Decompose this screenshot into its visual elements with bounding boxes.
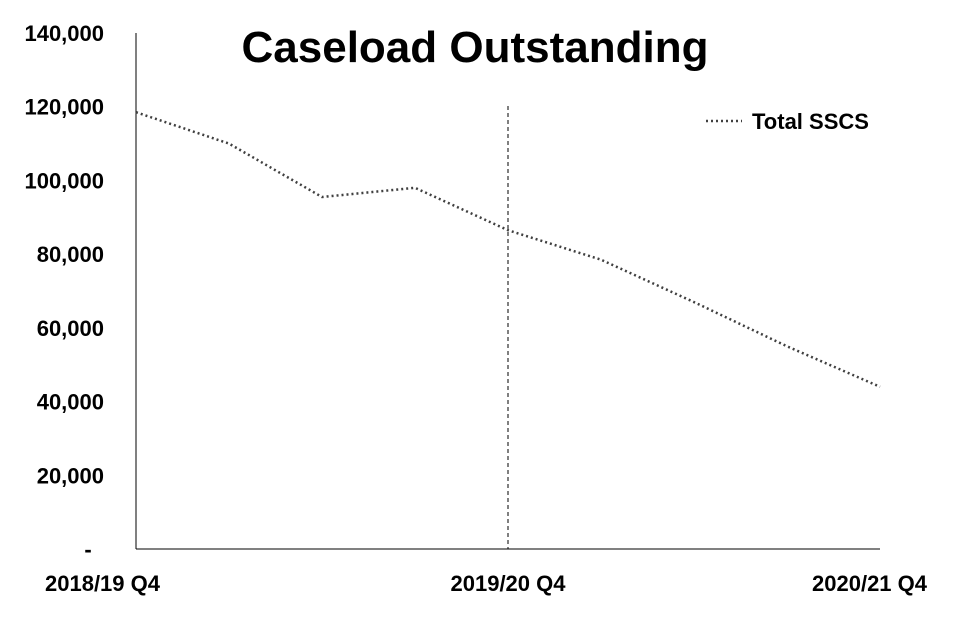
y-tick-label: 60,000 <box>37 316 104 341</box>
x-axis-ticks: 2018/19 Q4 2019/20 Q4 2020/21 Q4 <box>45 571 928 596</box>
x-tick-label: 2018/19 Q4 <box>45 571 161 596</box>
y-tick-label: 100,000 <box>24 168 104 193</box>
x-tick-label: 2019/20 Q4 <box>451 571 567 596</box>
series-line-total-sscs <box>135 111 881 388</box>
chart-title: Caseload Outstanding <box>242 23 709 72</box>
y-tick-label: 40,000 <box>37 390 104 415</box>
legend-label-total-sscs: Total SSCS <box>752 109 869 134</box>
y-axis-ticks: - 20,000 40,000 60,000 80,000 100,000 120,000 1… <box>24 21 104 562</box>
y-tick-label: 80,000 <box>37 242 104 267</box>
y-tick-label: 20,000 <box>37 463 104 488</box>
y-tick-label: 120,000 <box>24 95 104 120</box>
y-tick-label: - <box>84 537 91 562</box>
x-tick-label: 2020/21 Q4 <box>812 571 928 596</box>
legend: Total SSCS <box>706 109 869 134</box>
y-tick-label: 140,000 <box>24 21 104 46</box>
